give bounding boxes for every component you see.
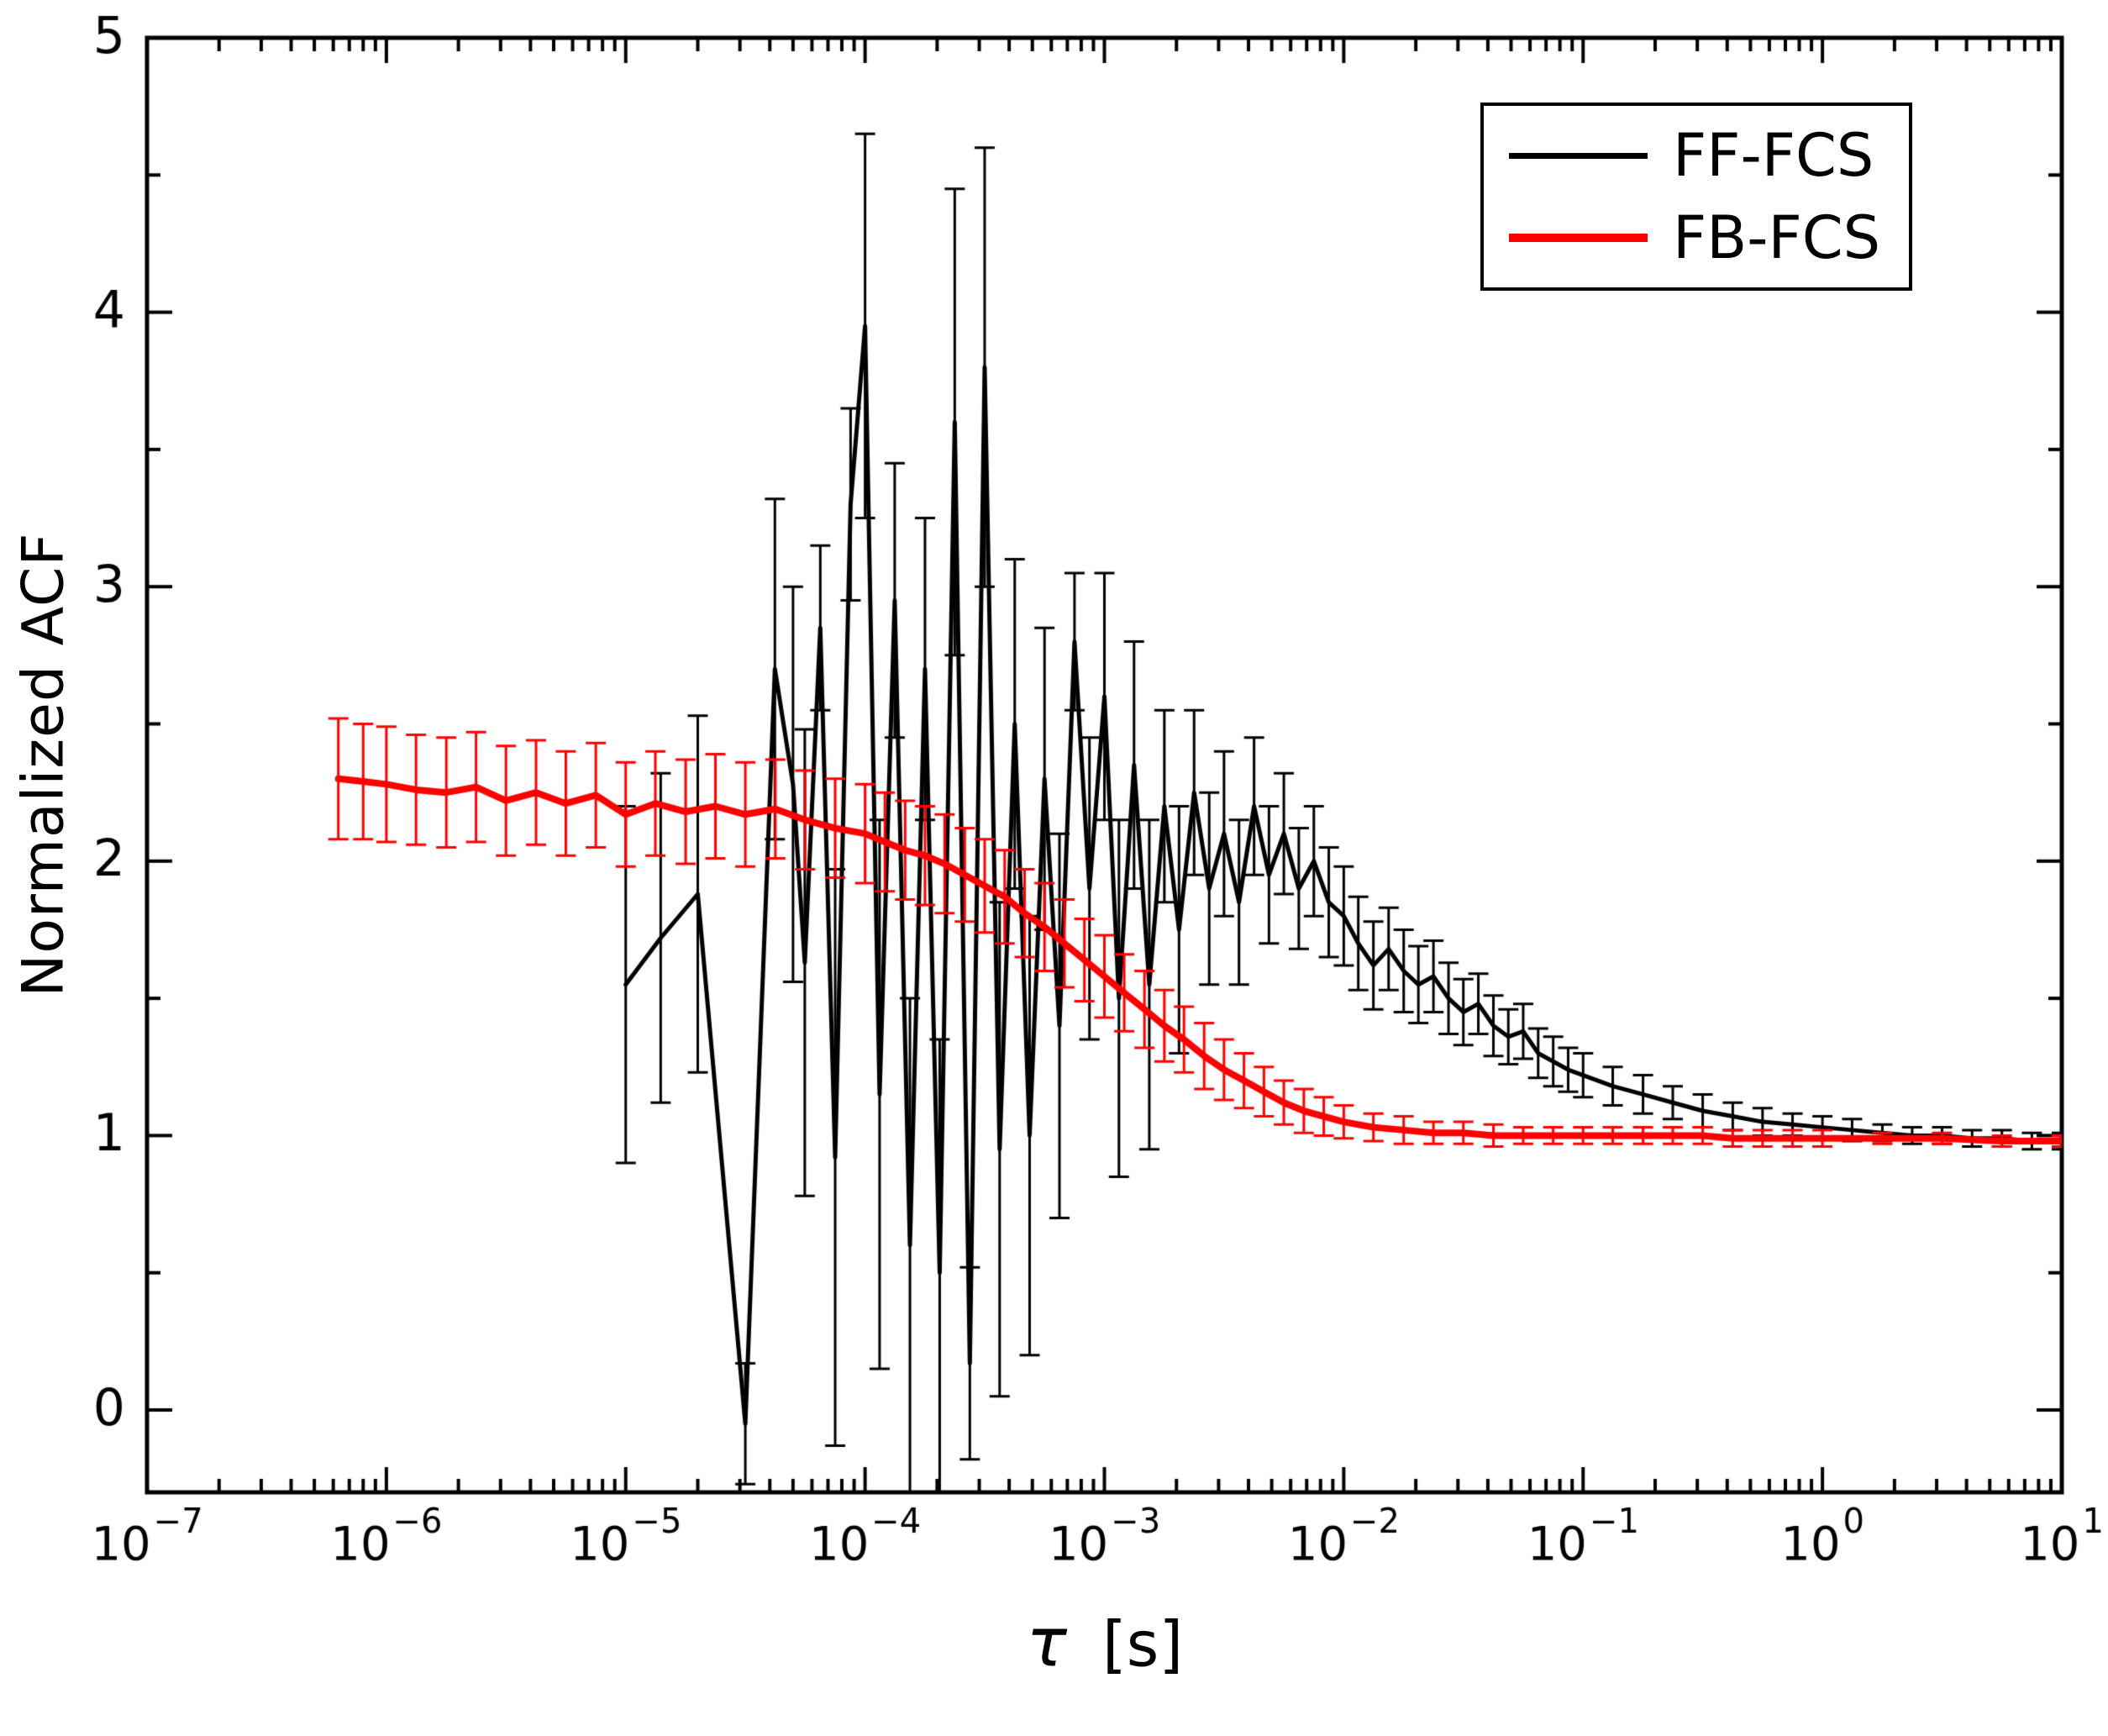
- ff-fcs-line-swatch: [1509, 152, 1648, 159]
- legend-item-ff-fcs: FF-FCS: [1509, 121, 1880, 190]
- legend-item-fb-fcs: FB-FCS: [1509, 203, 1880, 272]
- legend-box: FF-FCS FB-FCS: [1480, 103, 1913, 291]
- x-axis-label-tau-symbol: τ: [1026, 1603, 1067, 1682]
- fb-fcs-line-swatch: [1509, 234, 1648, 242]
- legend-label-fb-fcs: FB-FCS: [1673, 203, 1881, 272]
- legend-label-ff-fcs: FF-FCS: [1673, 121, 1874, 190]
- x-axis-label: τ [s]: [1027, 1604, 1183, 1682]
- y-axis-label: Normalized ACF: [10, 532, 77, 997]
- x-axis-label-unit: [s]: [1101, 1608, 1184, 1681]
